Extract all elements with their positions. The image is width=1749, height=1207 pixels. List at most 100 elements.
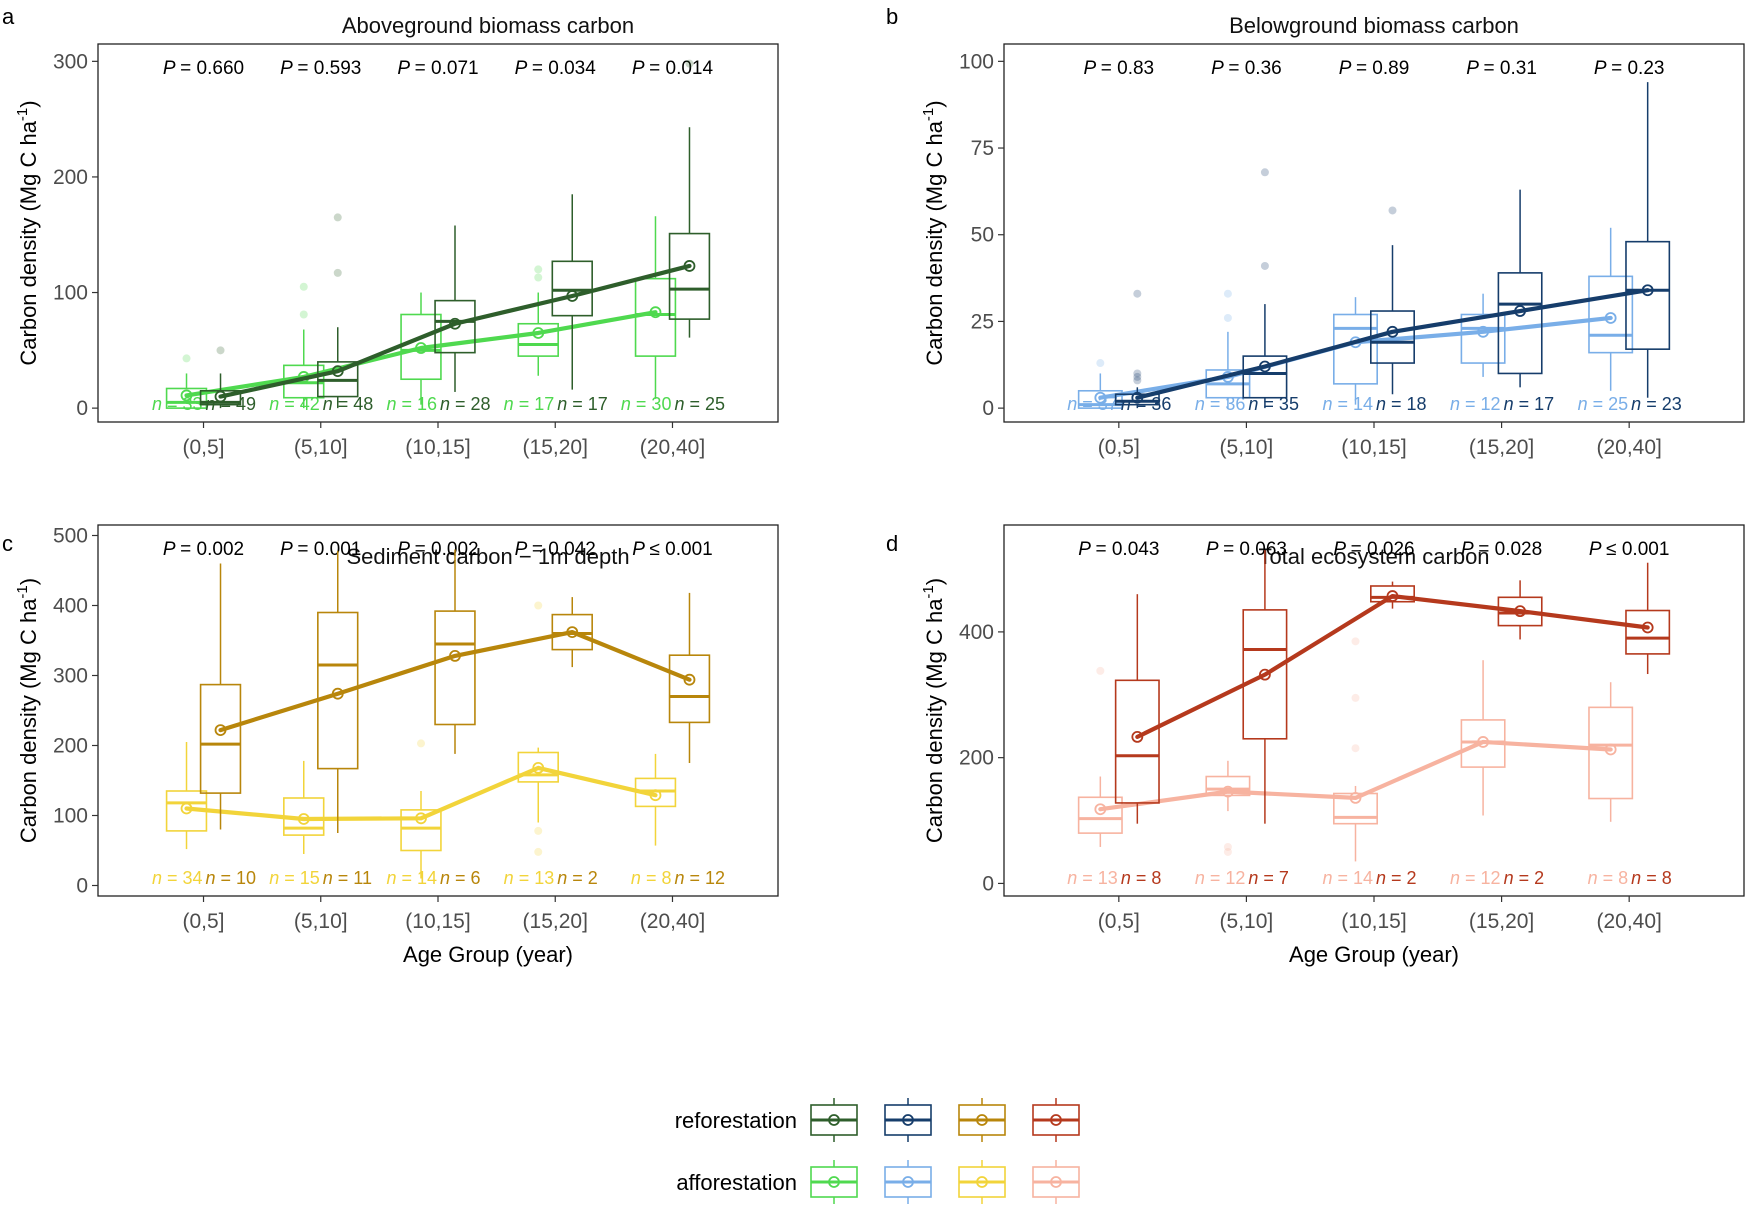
n-symbol: n [386, 394, 401, 414]
n-symbol: n [1631, 394, 1646, 414]
sample-size-label: n = 37 [1067, 394, 1118, 414]
legend-mean [902, 1114, 914, 1126]
trend-line [184, 310, 658, 398]
n-value: = 42 [284, 394, 320, 414]
x-tick-label: (0,5] [183, 436, 225, 459]
p-value-label: P = 0.001 [280, 539, 361, 560]
box-reforestation [1242, 550, 1288, 824]
n-symbol: n [206, 394, 221, 414]
y-tick-label: 500 [53, 525, 88, 548]
legend-mean [1050, 1114, 1062, 1126]
sample-size-label: n = 11 [323, 868, 372, 888]
sample-size-label: n = 7 [1248, 868, 1289, 888]
y-tick-label: 200 [53, 735, 88, 758]
p-symbol: P [280, 58, 297, 79]
y-tick-label: 300 [53, 50, 88, 73]
legend-mean [902, 1176, 914, 1188]
outlier-point [1351, 637, 1360, 646]
n-symbol: n [1376, 868, 1391, 888]
n-symbol: n [1450, 868, 1465, 888]
p-value: = 0.014 [649, 58, 713, 79]
y-tick-label: 0 [982, 872, 994, 895]
p-value-label: P ≤ 0.001 [632, 539, 713, 560]
box-reforestation [668, 127, 711, 338]
trend-line [184, 765, 658, 822]
outlier-point [1096, 666, 1105, 675]
panel-title: Belowground biomass carbon [1229, 13, 1519, 38]
legend-mean [976, 1114, 988, 1126]
n-value: = 30 [636, 394, 672, 414]
n-value: = 15 [284, 868, 320, 888]
n-value: = 37 [1082, 394, 1118, 414]
legend: reforestation afforestation [675, 1098, 1080, 1204]
n-value: = 8 [1646, 868, 1672, 888]
n-symbol: n [1248, 394, 1263, 414]
n-symbol: n [206, 868, 221, 888]
series-afforestation: n = 13 n = 12 n = 14 n = 12 n = 8 [1067, 637, 1634, 888]
sample-size-label: n = 14 [1322, 868, 1373, 888]
n-value: = 12 [689, 868, 725, 888]
y-axis-label-superscript: -1 [14, 585, 31, 598]
sample-size-label: n = 16 [386, 394, 437, 414]
p-value-label: P = 0.36 [1211, 58, 1282, 79]
x-tick-label: (20,40] [1596, 910, 1661, 933]
n-symbol: n [504, 394, 519, 414]
n-symbol: n [152, 868, 167, 888]
sample-size-label: n = 17 [557, 394, 608, 414]
n-symbol: n [631, 868, 646, 888]
p-value: ≤ 0.001 [649, 539, 712, 560]
sample-size-label: n = 17 [1504, 394, 1555, 414]
y-axis-label-close: ) [922, 578, 947, 585]
x-tick-label: (10,15] [1341, 436, 1406, 459]
y-axis-label: Carbon density (Mg C ha-1) [920, 100, 947, 365]
p-value-label: P = 0.043 [1078, 539, 1159, 560]
p-symbol: P [163, 58, 180, 79]
legend-mean [828, 1176, 840, 1188]
p-value-label: P = 0.002 [397, 539, 478, 560]
trend-line [1098, 739, 1613, 812]
sample-size-label: n = 8 [1588, 868, 1629, 888]
box-afforestation [165, 742, 208, 850]
p-value: = 0.042 [532, 539, 596, 560]
p-value: = 0.026 [1351, 539, 1415, 560]
box-iqr [1114, 679, 1160, 804]
outlier-point [1133, 376, 1142, 385]
n-value: = 25 [689, 394, 725, 414]
box-iqr [434, 299, 476, 354]
sample-size-label: n = 28 [440, 394, 491, 414]
p-symbol: P [397, 58, 414, 79]
series-afforestation: n = 34 n = 15 n = 14 n = 13 n = 8 [152, 601, 677, 888]
p-value: = 0.83 [1101, 58, 1154, 79]
n-value: = 17 [572, 394, 608, 414]
trend-line [1135, 288, 1650, 400]
n-value: = 2 [1391, 868, 1417, 888]
outlier-point [534, 601, 543, 610]
box-afforestation [283, 760, 325, 854]
n-symbol: n [323, 394, 338, 414]
box-reforestation [1114, 594, 1160, 824]
p-value: = 0.593 [297, 58, 361, 79]
sample-size-label: n = 48 [323, 394, 374, 414]
box-iqr [1497, 272, 1543, 375]
box-afforestation [517, 292, 559, 376]
n-value: = 6 [455, 868, 481, 888]
sample-size-label: n = 33 [152, 394, 203, 414]
panel-title: Total ecosystem carbon [1258, 544, 1489, 569]
n-value: = 8 [646, 868, 672, 888]
p-value-label: P = 0.063 [1206, 539, 1287, 560]
x-tick-label: (15,20] [523, 436, 588, 459]
series-reforestation: n = 36 n = 35 n = 18 n = 17 n = 23 [1114, 82, 1682, 414]
x-tick-label: (5,10] [294, 910, 348, 933]
box-iqr [165, 387, 208, 409]
n-symbol: n [1631, 868, 1646, 888]
sample-size-label: n = 12 [1195, 868, 1246, 888]
n-value: = 49 [221, 394, 257, 414]
series-afforestation: n = 33 n = 42 n = 16 n = 17 n = 30 [152, 216, 677, 414]
series-reforestation: n = 49 n = 48 n = 28 n = 17 n = 25 [199, 59, 725, 414]
box-iqr [1205, 775, 1251, 797]
outlier-point [1133, 372, 1142, 381]
box-iqr [1588, 706, 1634, 800]
n-value: = 11 [338, 868, 372, 888]
panel-a: a Aboveground biomass carbon 0 100 200 300 Car… [2, 4, 779, 459]
p-value-label: P = 0.026 [1333, 539, 1414, 560]
